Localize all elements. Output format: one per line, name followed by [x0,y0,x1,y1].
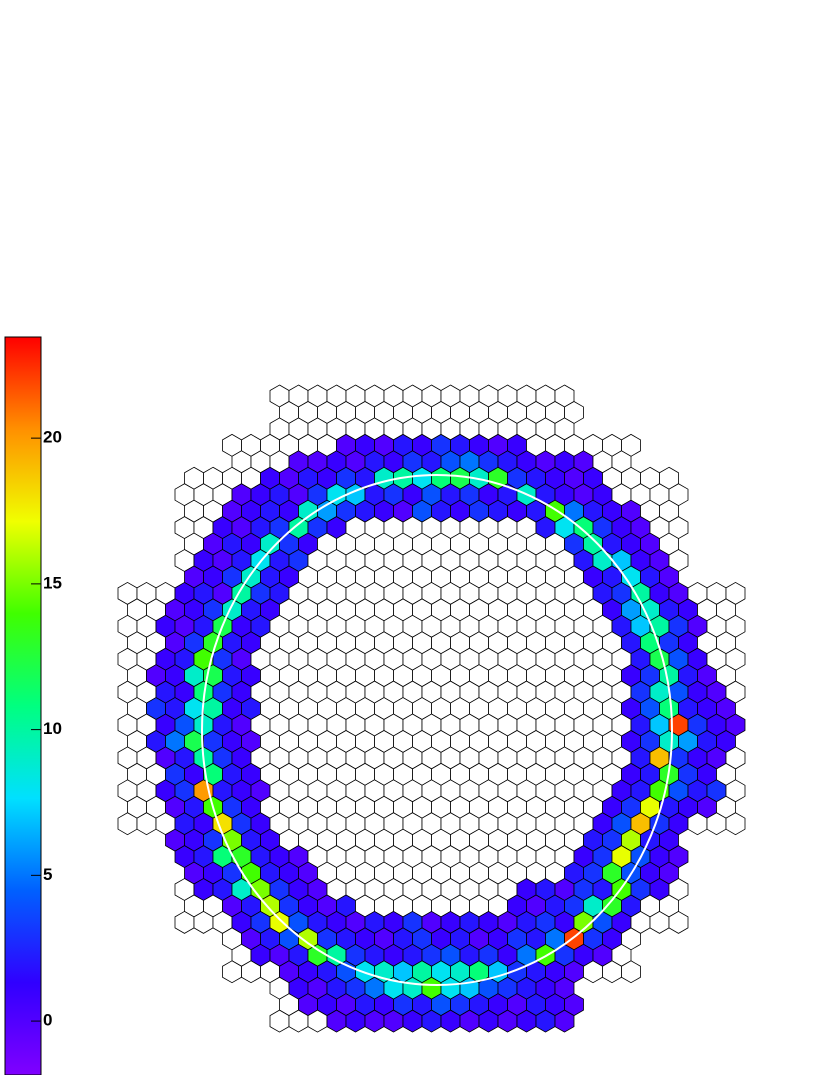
z-tick-label: 0 [43,1011,52,1030]
color-bar: 0 5 10 15 20 [4,336,62,1075]
empty-pixel [725,812,746,836]
empty-pixel [668,910,689,934]
ring-overlay [201,474,673,986]
pixel [554,1009,575,1033]
camera [117,384,746,1033]
z-tick-label: 20 [43,428,62,447]
z-tick-label: 15 [43,573,62,592]
z-tick-label: 10 [43,719,62,738]
empty-pixel [621,960,641,984]
z-tick-label: 5 [43,865,52,884]
color-scale [4,336,42,1075]
